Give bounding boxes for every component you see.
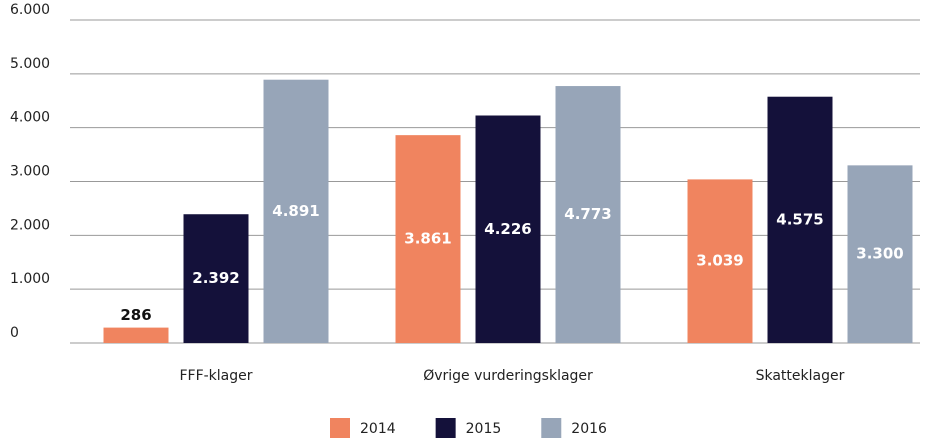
- bar: [395, 135, 461, 343]
- bar: [687, 179, 753, 343]
- y-tick-label: 1.000: [10, 271, 50, 287]
- data-label: 4.226: [484, 220, 531, 238]
- y-tick-label: 3.000: [10, 164, 50, 180]
- legend-swatch: [435, 418, 456, 438]
- bar: [183, 214, 249, 343]
- legend-swatch: [330, 418, 350, 438]
- data-label: 4.773: [564, 205, 611, 223]
- legend-swatch: [541, 418, 562, 438]
- bar: [475, 115, 541, 343]
- y-tick-label: 2.000: [10, 217, 50, 233]
- legend-label: 2015: [466, 421, 502, 437]
- data-label: 4.891: [272, 202, 319, 220]
- y-tick-label: 4.000: [10, 110, 50, 126]
- data-label: 286: [120, 306, 151, 324]
- x-tick-label: Øvrige vurderingsklager: [423, 368, 593, 384]
- data-label: 3.039: [696, 252, 743, 270]
- bar: [555, 86, 621, 343]
- data-label: 3.300: [856, 245, 903, 263]
- bar: [103, 327, 169, 343]
- y-tick-label: 6.000: [10, 2, 50, 18]
- x-tick-label: Skatteklager: [756, 368, 845, 384]
- data-label: 4.575: [776, 210, 823, 228]
- legend-label: 2016: [571, 421, 607, 437]
- x-tick-label: FFF-klager: [179, 368, 252, 384]
- data-label: 3.861: [404, 230, 451, 248]
- y-tick-label: 0: [10, 325, 19, 341]
- bar: [847, 165, 913, 343]
- data-label: 2.392: [192, 269, 239, 287]
- y-tick-label: 5.000: [10, 56, 50, 72]
- legend-label: 2014: [360, 421, 396, 437]
- bar: [767, 96, 833, 344]
- bar: [263, 79, 329, 343]
